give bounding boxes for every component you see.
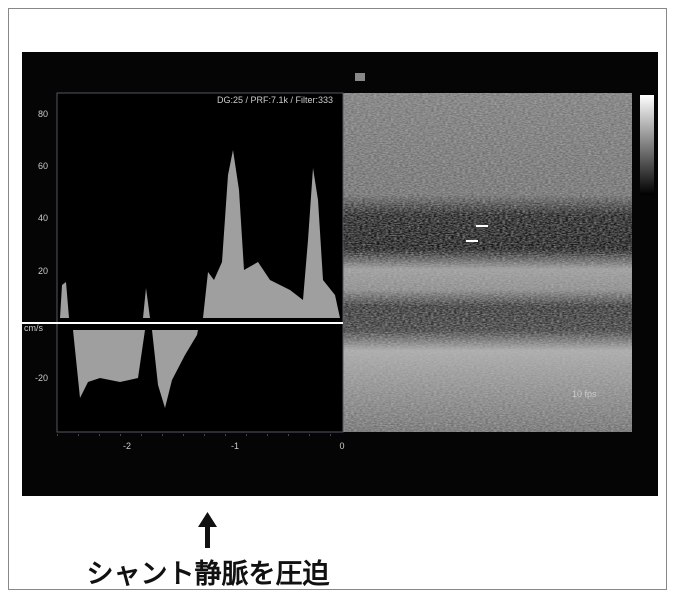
page: 10 fps DG:25 / PRF:7.1k / Filter:333 80 … <box>0 0 675 598</box>
doppler-settings: DG:25 / PRF:7.1k / Filter:333 <box>217 95 333 105</box>
speckle <box>343 93 632 432</box>
x-tick-label: -2 <box>123 441 131 451</box>
frame-rate: 10 fps <box>572 389 597 399</box>
gray-scale-bar <box>640 95 654 195</box>
y-tick-label: 80 <box>38 109 48 119</box>
y-tick-label: 20 <box>38 266 48 276</box>
y-tick-label: 40 <box>38 213 48 223</box>
doppler-panel <box>57 93 343 432</box>
caption: シャント静脈を圧迫 <box>87 558 330 590</box>
y-unit: cm/s <box>24 323 43 333</box>
x-tick-label: -1 <box>231 441 239 451</box>
y-tick-label: -20 <box>35 373 48 383</box>
icon <box>355 73 365 81</box>
y-tick-label: 60 <box>38 161 48 171</box>
x-tick-label: 0 <box>339 441 344 451</box>
